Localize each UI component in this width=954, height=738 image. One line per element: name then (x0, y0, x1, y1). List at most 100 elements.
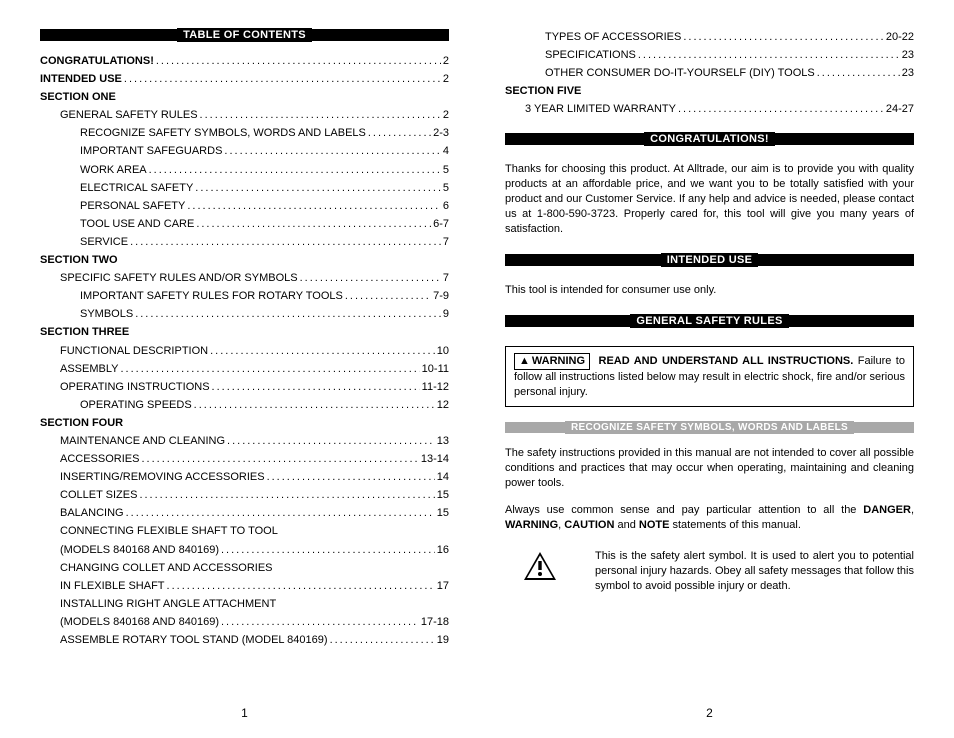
toc-page: 13-14 (421, 450, 449, 468)
toc-label: CONNECTING FLEXIBLE SHAFT TO TOOL (60, 522, 278, 540)
warning-tag-label: WARNING (532, 355, 585, 367)
toc-page: 19 (437, 631, 449, 649)
toc-label: OPERATING SPEEDS (80, 396, 192, 414)
toc-dots (141, 450, 418, 468)
subheader-recognize: RECOGNIZE SAFETY SYMBOLS, WORDS AND LABE… (505, 421, 914, 434)
toc-dots (195, 179, 441, 197)
toc-label: ASSEMBLE ROTARY TOOL STAND (MODEL 840169… (60, 631, 328, 649)
toc-row: OTHER CONSUMER DO-IT-YOURSELF (DIY) TOOL… (505, 64, 914, 82)
toc-page: 23 (902, 46, 914, 64)
toc-dots (121, 360, 420, 378)
toc-label: SECTION THREE (40, 323, 129, 341)
toc-row: (MODELS 840168 AND 840169)17-18 (40, 613, 449, 631)
toc-label: INSERTING/REMOVING ACCESSORIES (60, 468, 265, 486)
toc-label: MAINTENANCE AND CLEANING (60, 432, 225, 450)
toc-page: 10-11 (422, 360, 449, 378)
toc-page: 10 (437, 342, 449, 360)
toc-page: 5 (443, 179, 449, 197)
toc-page: 23 (902, 64, 914, 82)
toc-label: ACCESSORIES (60, 450, 139, 468)
toc-dots (210, 342, 435, 360)
toc-row: SPECIFIC SAFETY RULES AND/OR SYMBOLS7 (40, 269, 449, 287)
toc-dots (124, 70, 441, 88)
toc-row: INSERTING/REMOVING ACCESSORIES 14 (40, 468, 449, 486)
toc-label: 3 YEAR LIMITED WARRANTY (525, 100, 676, 118)
toc-label: BALANCING (60, 504, 124, 522)
toc-label: SPECIFIC SAFETY RULES AND/OR SYMBOLS (60, 269, 298, 287)
toc-row: BALANCING 15 (40, 504, 449, 522)
toc-row: INTENDED USE2 (40, 70, 449, 88)
toc-page: 24-27 (886, 100, 914, 118)
header-general-safety: GENERAL SAFETY RULES (505, 314, 914, 328)
warning-triangle-icon: ▲ (519, 354, 530, 369)
toc-label: FUNCTIONAL DESCRIPTION (60, 342, 208, 360)
toc-row: SECTION FOUR (40, 414, 449, 432)
toc-label: CONGRATULATIONS! (40, 52, 154, 70)
toc-row: CONGRATULATIONS!2 (40, 52, 449, 70)
toc-page: 12 (437, 396, 449, 414)
safety-alert-row: This is the safety alert symbol. It is u… (505, 549, 914, 594)
toc-row: MAINTENANCE AND CLEANING 13 (40, 432, 449, 450)
toc-page: 16 (437, 541, 449, 559)
toc-row: ASSEMBLE ROTARY TOOL STAND (MODEL 840169… (40, 631, 449, 649)
toc-page: 14 (437, 468, 449, 486)
toc-row: IN FLEXIBLE SHAFT17 (40, 577, 449, 595)
toc-label: SECTION FOUR (40, 414, 123, 432)
toc-label: TYPES OF ACCESSORIES (545, 28, 681, 46)
toc-label: SECTION FIVE (505, 82, 581, 100)
header-intended-label: INTENDED USE (661, 253, 759, 267)
toc-dots (196, 215, 431, 233)
toc-dots (149, 161, 441, 179)
recognize-paragraph-2: Always use common sense and pay particul… (505, 503, 914, 533)
toc-dots (683, 28, 884, 46)
toc-dots (212, 378, 420, 396)
toc-right-list: TYPES OF ACCESSORIES20-22SPECIFICATIONS2… (505, 28, 914, 118)
intended-paragraph: This tool is intended for consumer use o… (505, 283, 914, 298)
toc-label: IMPORTANT SAFEGUARDS (80, 142, 222, 160)
toc-row: WORK AREA 5 (40, 161, 449, 179)
toc-dots (817, 64, 900, 82)
page-right: TYPES OF ACCESSORIES20-22SPECIFICATIONS2… (477, 28, 914, 720)
toc-label: IN FLEXIBLE SHAFT (60, 577, 165, 595)
congrats-paragraph: Thanks for choosing this product. At All… (505, 162, 914, 237)
toc-row: OPERATING SPEEDS 12 (40, 396, 449, 414)
header-intended: INTENDED USE (505, 253, 914, 267)
page-number-right: 2 (505, 696, 914, 720)
toc-row: 3 YEAR LIMITED WARRANTY 24-27 (505, 100, 914, 118)
toc-label: (MODELS 840168 AND 840169) (60, 613, 219, 631)
toc-label: OTHER CONSUMER DO-IT-YOURSELF (DIY) TOOL… (545, 64, 815, 82)
toc-label: TOOL USE AND CARE (80, 215, 194, 233)
warning-box: ▲WARNING READ AND UNDERSTAND ALL INSTRUC… (505, 346, 914, 407)
toc-row: SECTION FIVE (505, 82, 914, 100)
header-general-safety-label: GENERAL SAFETY RULES (630, 314, 788, 328)
toc-label: WORK AREA (80, 161, 147, 179)
toc-page: 13 (437, 432, 449, 450)
toc-label: INTENDED USE (40, 70, 122, 88)
page-number-left: 1 (40, 696, 449, 720)
toc-dots (368, 124, 431, 142)
toc-page: 5 (443, 161, 449, 179)
toc-label: CHANGING COLLET AND ACCESSORIES (60, 559, 273, 577)
header-congrats: CONGRATULATIONS! (505, 132, 914, 146)
toc-row: RECOGNIZE SAFETY SYMBOLS, WORDS AND LABE… (40, 124, 449, 142)
toc-dots (194, 396, 435, 414)
toc-row: ACCESSORIES 13-14 (40, 450, 449, 468)
toc-row: SECTION ONE (40, 88, 449, 106)
toc-page: 15 (437, 504, 449, 522)
toc-row: (MODELS 840168 AND 840169)16 (40, 541, 449, 559)
toc-label: ELECTRICAL SAFETY (80, 179, 193, 197)
toc-label: COLLET SIZES (60, 486, 137, 504)
header-toc-label: TABLE OF CONTENTS (177, 28, 312, 42)
toc-row: ELECTRICAL SAFETY 5 (40, 179, 449, 197)
toc-label: RECOGNIZE SAFETY SYMBOLS, WORDS AND LABE… (80, 124, 366, 142)
toc-row: OPERATING INSTRUCTIONS11-12 (40, 378, 449, 396)
toc-page: 4 (443, 142, 449, 160)
toc-dots (227, 432, 435, 450)
toc-dots (156, 52, 441, 70)
toc-dots (678, 100, 884, 118)
toc-label: OPERATING INSTRUCTIONS (60, 378, 210, 396)
toc-label: ASSEMBLY (60, 360, 119, 378)
toc-row: IMPORTANT SAFEGUARDS 4 (40, 142, 449, 160)
toc-page: 2-3 (433, 124, 449, 142)
toc-dots (187, 197, 441, 215)
